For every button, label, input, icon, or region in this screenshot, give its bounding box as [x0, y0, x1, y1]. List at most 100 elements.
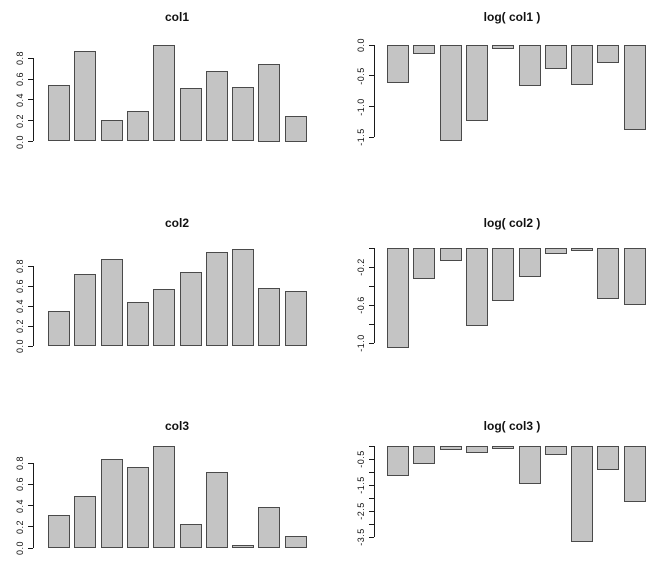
y-axis-tick-label: -1.0: [356, 334, 366, 352]
bar: [205, 70, 228, 142]
y-axis-tick-label: -0.6: [356, 296, 366, 314]
bar: [623, 45, 646, 131]
bar: [465, 446, 488, 454]
bar: [205, 252, 228, 346]
bar: [492, 446, 515, 449]
chart-title-col2: col2: [164, 216, 190, 230]
bar: [465, 45, 488, 122]
bar: [518, 248, 541, 277]
y-axis-tick: [28, 141, 33, 142]
bar: [284, 115, 307, 142]
bar: [100, 119, 123, 142]
bar: [100, 259, 123, 346]
bar: [439, 45, 462, 141]
y-axis-tick: [28, 345, 33, 347]
bar: [48, 311, 70, 346]
y-axis-tick-label: 0.2: [15, 318, 25, 334]
bar: [413, 248, 436, 280]
y-axis-line: [33, 266, 34, 346]
y-axis-tick: [369, 471, 374, 473]
y-axis-tick-label: 0.6: [15, 477, 25, 492]
bar: [387, 45, 409, 84]
y-axis-tick: [28, 57, 33, 59]
bar: [258, 288, 281, 346]
y-axis-tick: [369, 266, 374, 268]
y-axis-tick: [28, 526, 33, 528]
panel-log-col2: log( col2 ) -0.2 -0.6 -1.0: [330, 192, 660, 384]
bar: [518, 446, 541, 485]
bar: [126, 302, 149, 346]
y-axis-tick: [28, 305, 33, 307]
bar: [597, 45, 620, 63]
y-axis-line: [374, 45, 375, 138]
y-axis-tick: [369, 523, 374, 525]
bar: [205, 471, 228, 548]
bar: [465, 248, 488, 326]
chart-title-log-col3: log( col3 ): [483, 419, 541, 433]
y-axis-tick: [369, 497, 374, 499]
y-axis-tick: [369, 304, 374, 306]
y-axis-tick-label: 0.2: [15, 519, 25, 534]
chart-title-log-col2: log( col2 ): [483, 216, 541, 230]
plot-area-log-col1: 0.0 -0.5 -1.0 -1.5: [330, 0, 660, 192]
y-axis-tick: [28, 462, 33, 464]
bar: [571, 446, 594, 542]
y-axis-tick-label: 0.8: [15, 456, 25, 471]
y-axis-tick: [28, 78, 33, 80]
plot-area-log-col2: -0.2 -0.6 -1.0: [330, 192, 660, 384]
y-axis-line: [374, 248, 375, 343]
y-axis-tick: [369, 44, 374, 46]
y-axis-tick: [28, 483, 33, 485]
y-axis-tick: [369, 285, 374, 287]
y-axis-tick: [369, 536, 374, 538]
bar: [153, 289, 176, 346]
y-axis-tick: [28, 325, 33, 327]
y-axis-line: [374, 446, 375, 537]
bar: [492, 248, 515, 302]
y-axis-tick-label: 0.0: [356, 37, 366, 53]
y-axis-tick: [28, 285, 33, 287]
bar: [571, 248, 594, 251]
bar: [258, 63, 281, 142]
y-axis-tick-label: 0.0: [15, 540, 25, 556]
bar: [544, 45, 567, 69]
y-axis-tick-label: 0.8: [15, 51, 25, 66]
y-axis-tick: [369, 458, 374, 460]
y-axis-tick-label: -1.5: [356, 476, 366, 494]
bar: [623, 248, 646, 305]
bar: [284, 535, 307, 548]
bar: [492, 45, 515, 50]
panel-col2: col2 0.0 0.2 0.4 0.6 0.8: [0, 192, 330, 384]
y-axis-tick-label: 0.2: [15, 113, 25, 128]
bar: [74, 274, 97, 346]
bar: [413, 45, 436, 54]
chart-title-log-col1: log( col1 ): [483, 10, 541, 24]
panel-log-col3: log( col3 ) -0.5 -1.5 -2.5 -3.5: [330, 384, 660, 576]
y-axis-tick: [28, 547, 33, 549]
bar: [74, 51, 97, 142]
y-axis-tick-label: -0.5: [356, 66, 366, 85]
y-axis-tick-label: 0.8: [15, 258, 25, 274]
bar: [126, 467, 149, 548]
y-axis-tick: [28, 265, 33, 267]
y-axis-line: [33, 463, 34, 548]
y-axis-tick-label: 0.6: [15, 278, 25, 294]
plot-area-col1: 0.0 0.2 0.4 0.6 0.8: [0, 0, 330, 192]
bar: [74, 496, 97, 548]
y-axis-tick: [369, 323, 374, 325]
y-axis-tick: [369, 484, 374, 486]
bar: [48, 85, 70, 142]
bar: [387, 446, 409, 477]
y-axis-tick-label: -1.5: [356, 128, 366, 147]
bar: [179, 523, 202, 548]
y-axis-tick: [28, 99, 33, 101]
panel-log-col1: log( col1 ) 0.0 -0.5 -1.0 -1.5: [330, 0, 660, 192]
bar: [623, 446, 646, 503]
y-axis-tick: [369, 106, 374, 107]
y-axis-tick-label: 0.4: [15, 498, 25, 513]
bar: [258, 506, 281, 548]
bar: [179, 272, 202, 346]
plot-area-col2: 0.0 0.2 0.4 0.6 0.8: [0, 192, 330, 384]
y-axis-tick-label: 0.0: [15, 338, 25, 354]
